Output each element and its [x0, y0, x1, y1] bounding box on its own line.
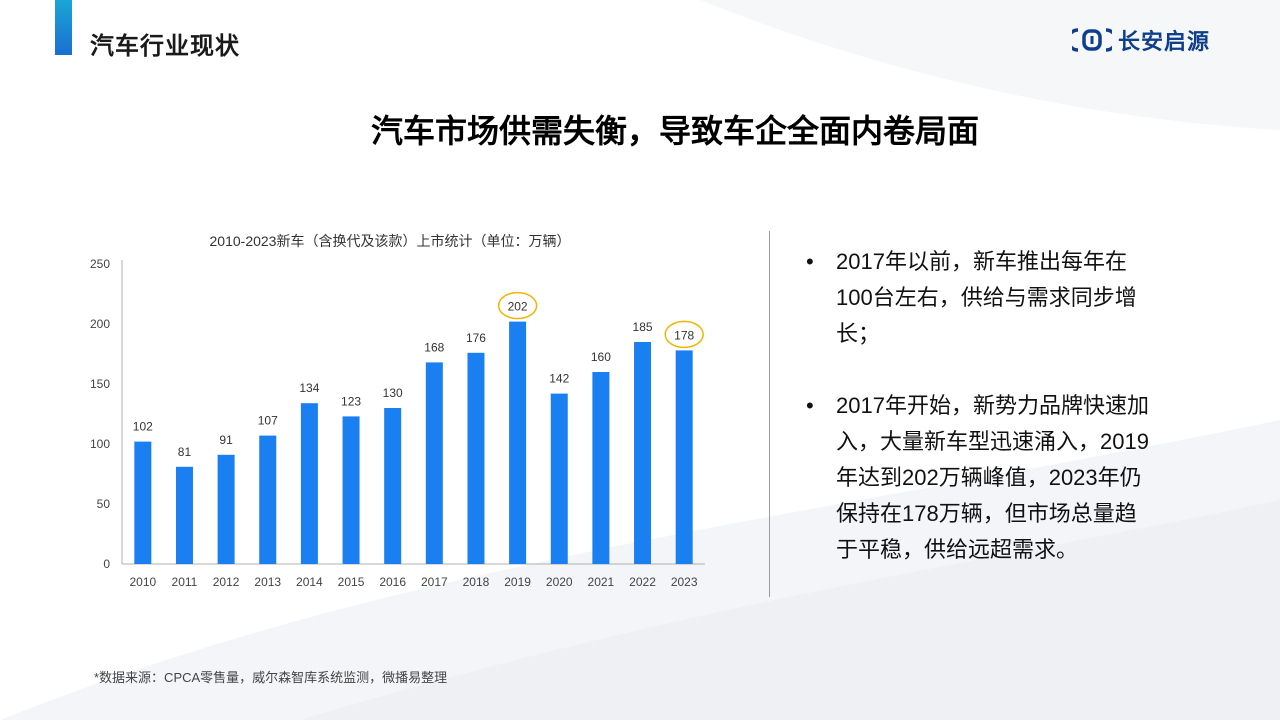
- data-label: 176: [466, 331, 486, 345]
- x-tick-label: 2018: [463, 575, 490, 589]
- y-tick-label: 0: [103, 557, 110, 571]
- data-label: 185: [633, 320, 653, 334]
- bullet-list: • 2017年以前，新车推出每年在100台左右，供给与需求同步增长； • 201…: [806, 244, 1156, 568]
- accent-bar: [55, 0, 72, 55]
- bar-chart: 0 50 100 150 200 250 102 2010 81 2011 91 2012 107 201…: [90, 257, 705, 589]
- x-tick-label: 2019: [504, 575, 531, 589]
- bar: [342, 416, 360, 564]
- x-tick-label: 2020: [546, 575, 573, 589]
- bar: [175, 466, 193, 564]
- logo-text: 长安启源: [1118, 29, 1211, 54]
- bar: [634, 342, 652, 564]
- x-tick-label: 2012: [213, 575, 240, 589]
- bar: [467, 352, 485, 564]
- bar: [675, 350, 693, 564]
- data-label: 160: [591, 350, 611, 364]
- x-tick-label: 2022: [629, 575, 656, 589]
- bar: [217, 454, 235, 564]
- y-tick-label: 100: [90, 437, 110, 451]
- x-tick-label: 2015: [338, 575, 365, 589]
- page-headline: 汽车市场供需失衡，导致车企全面内卷局面: [370, 113, 979, 149]
- data-label: 81: [178, 445, 192, 459]
- bullet-marker: •: [806, 249, 814, 274]
- data-label: 130: [383, 386, 403, 400]
- bar: [259, 435, 277, 564]
- bar: [384, 408, 402, 564]
- data-label: 102: [133, 420, 153, 434]
- bar: [134, 441, 152, 564]
- x-tick-label: 2011: [172, 575, 198, 589]
- bullet-text: 2017年开始，新势力品牌快速加入，大量新车型迅速涌入，2019年达到202万辆…: [836, 393, 1149, 562]
- bar: [592, 372, 610, 564]
- data-label: 107: [258, 414, 278, 428]
- bar: [550, 393, 568, 564]
- bullet-text: 2017年以前，新车推出每年在100台左右，供给与需求同步增长；: [836, 249, 1137, 346]
- bar: [425, 362, 443, 564]
- bar: [509, 321, 527, 564]
- data-label: 142: [549, 372, 569, 386]
- data-source-note: *数据来源：CPCA零售量，威尔森智库系统监测，微播易整理: [94, 670, 448, 685]
- x-tick-label: 2010: [129, 575, 156, 589]
- x-tick-label: 2023: [671, 575, 698, 589]
- data-label: 168: [424, 340, 444, 354]
- x-tick-label: 2016: [379, 575, 406, 589]
- y-tick-label: 150: [90, 377, 110, 391]
- data-label: 134: [299, 381, 319, 395]
- data-label: 123: [341, 394, 361, 408]
- highlight-circle: [664, 320, 704, 349]
- x-tick-label: 2017: [421, 575, 448, 589]
- x-tick-label: 2021: [588, 575, 615, 589]
- y-tick-label: 250: [90, 257, 110, 271]
- data-label: 91: [219, 433, 233, 447]
- section-title: 汽车行业现状: [90, 33, 240, 60]
- x-tick-label: 2013: [254, 575, 281, 589]
- bullet-marker: •: [806, 393, 814, 418]
- brand-logo: 长安启源: [1072, 24, 1210, 56]
- logo-mark-icon: [1072, 28, 1112, 52]
- y-tick-label: 50: [97, 497, 111, 511]
- y-tick-label: 200: [90, 317, 110, 331]
- bullet-item: • 2017年以前，新车推出每年在100台左右，供给与需求同步增长；: [806, 244, 1156, 352]
- highlight-circle: [497, 291, 538, 320]
- vertical-divider: [769, 231, 770, 597]
- chart-title: 2010-2023新车（含换代及该款）上市统计（单位：万辆）: [209, 233, 571, 249]
- bar: [300, 403, 318, 564]
- x-tick-label: 2014: [296, 575, 323, 589]
- bullet-item: • 2017年开始，新势力品牌快速加入，大量新车型迅速涌入，2019年达到202…: [806, 388, 1156, 568]
- data-label: 178: [674, 328, 694, 342]
- data-label: 202: [508, 300, 528, 314]
